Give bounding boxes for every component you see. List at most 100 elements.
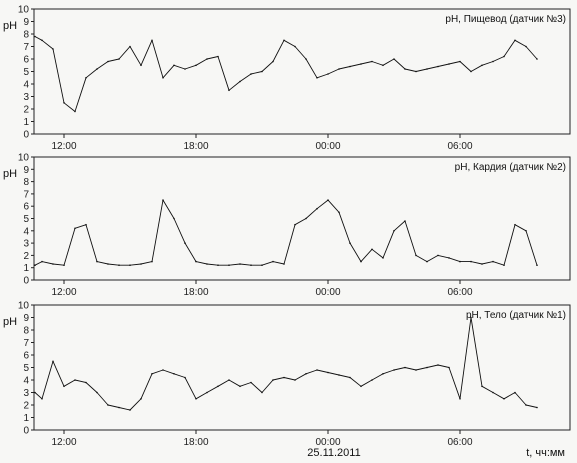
ph-data-point xyxy=(34,264,36,267)
ph-data-point xyxy=(349,376,351,379)
ph-data-point xyxy=(107,404,109,406)
ph-data-point xyxy=(481,385,483,388)
chart-title: pH, Кардия (датчик №2) xyxy=(455,162,566,173)
y-tick-label: 4 xyxy=(23,226,29,237)
ph-data-point xyxy=(34,35,36,38)
y-tick-label: 10 xyxy=(18,153,30,164)
ph-data-point xyxy=(426,366,428,369)
ph-data-point xyxy=(195,64,197,67)
ph-data-point xyxy=(228,379,230,381)
ph-data-point xyxy=(470,316,472,319)
ph-data-point xyxy=(327,199,329,201)
ph-data-point xyxy=(283,376,285,379)
ph-data-point xyxy=(503,55,505,58)
ph-data-point xyxy=(371,248,373,251)
x-tick-label: 00:00 xyxy=(315,287,340,298)
ph-data-point xyxy=(437,364,439,366)
ph-data-point xyxy=(360,63,362,65)
ph-data-point xyxy=(459,398,461,400)
x-tick-label: 06:00 xyxy=(447,141,472,152)
ph-data-point xyxy=(371,379,373,381)
x-tick-label: 12:00 xyxy=(51,287,76,298)
ph-data-point xyxy=(195,398,197,400)
ph-data-point xyxy=(481,64,483,67)
ph-data-point xyxy=(52,48,54,50)
ph-data-point xyxy=(41,398,43,400)
ph-data-point xyxy=(349,242,351,244)
ph-data-point xyxy=(206,58,208,60)
ph-data-point xyxy=(96,260,98,263)
plot-frame xyxy=(33,8,571,135)
y-tick-label: 4 xyxy=(23,80,29,91)
ph-data-point xyxy=(206,263,208,265)
y-tick-label: 7 xyxy=(23,338,29,349)
ph-data-point xyxy=(272,379,274,381)
ph-data-point xyxy=(74,227,76,230)
y-tick-label: 6 xyxy=(23,351,29,362)
ph-data-point xyxy=(217,385,219,388)
ph-data-point xyxy=(184,68,186,70)
ph-data-point xyxy=(34,391,36,394)
ph-data-point xyxy=(272,260,274,263)
y-tick-label: 2 xyxy=(23,401,29,412)
y-tick-label: 9 xyxy=(23,313,29,324)
y-tick-label: 3 xyxy=(23,239,29,250)
ph-data-point xyxy=(173,64,175,67)
ph-data-point xyxy=(426,68,428,70)
y-tick-label: 4 xyxy=(23,376,29,387)
ph-data-point xyxy=(250,73,252,75)
x-tick-label: 18:00 xyxy=(183,437,208,448)
ph-data-point xyxy=(536,264,538,267)
ph-data-point xyxy=(503,398,505,400)
ph-data-point xyxy=(228,89,230,92)
ph-data-point xyxy=(283,39,285,42)
y-tick-label: 1 xyxy=(23,413,29,424)
ph-data-point xyxy=(327,371,329,374)
ph-data-point xyxy=(404,68,406,70)
x-tick-label: 18:00 xyxy=(183,287,208,298)
y-tick-label: 9 xyxy=(23,17,29,28)
ph-series-line xyxy=(34,36,538,112)
ph-data-point xyxy=(239,263,241,265)
ph-data-point xyxy=(338,211,340,214)
ph-data-point xyxy=(360,385,362,388)
ph-data-point xyxy=(338,68,340,70)
ph-data-point xyxy=(316,77,318,79)
ph-data-point xyxy=(448,257,450,259)
y-tick-label: 9 xyxy=(23,165,29,176)
ph-data-point xyxy=(41,260,43,263)
x-tick-label: 12:00 xyxy=(51,141,76,152)
ph-data-point xyxy=(52,263,54,265)
ph-data-point xyxy=(283,263,285,265)
x-tick-label: 06:00 xyxy=(447,437,472,448)
ph-data-point xyxy=(85,77,87,79)
plot-frame xyxy=(33,304,571,431)
y-tick-label: 10 xyxy=(18,301,30,312)
y-tick-label: 2 xyxy=(23,105,29,116)
ph-data-point xyxy=(63,102,65,104)
ph-data-point xyxy=(162,369,164,371)
ph-data-point xyxy=(151,260,153,263)
ph-data-point xyxy=(316,369,318,371)
ph-data-point xyxy=(382,257,384,259)
ph-data-point xyxy=(437,254,439,257)
chart-title: pH, Тело (датчик №1) xyxy=(466,310,566,321)
ph-data-point xyxy=(63,264,65,267)
ph-data-point xyxy=(52,360,54,363)
ph-data-point xyxy=(107,263,109,265)
ph-data-point xyxy=(514,223,516,226)
y-tick-label: 10 xyxy=(18,5,30,16)
ph-data-point xyxy=(41,39,43,42)
y-tick-label: 6 xyxy=(23,55,29,66)
ph-data-point xyxy=(118,58,120,60)
ph-data-point xyxy=(536,406,538,409)
ph-data-point xyxy=(206,391,208,394)
ph-data-point xyxy=(162,199,164,201)
ph-data-point xyxy=(261,70,263,73)
ph-series-line xyxy=(34,199,538,266)
ph-data-point xyxy=(272,60,274,63)
ph-data-point xyxy=(151,39,153,42)
y-tick-label: 5 xyxy=(23,214,29,225)
ph-data-point xyxy=(217,264,219,267)
